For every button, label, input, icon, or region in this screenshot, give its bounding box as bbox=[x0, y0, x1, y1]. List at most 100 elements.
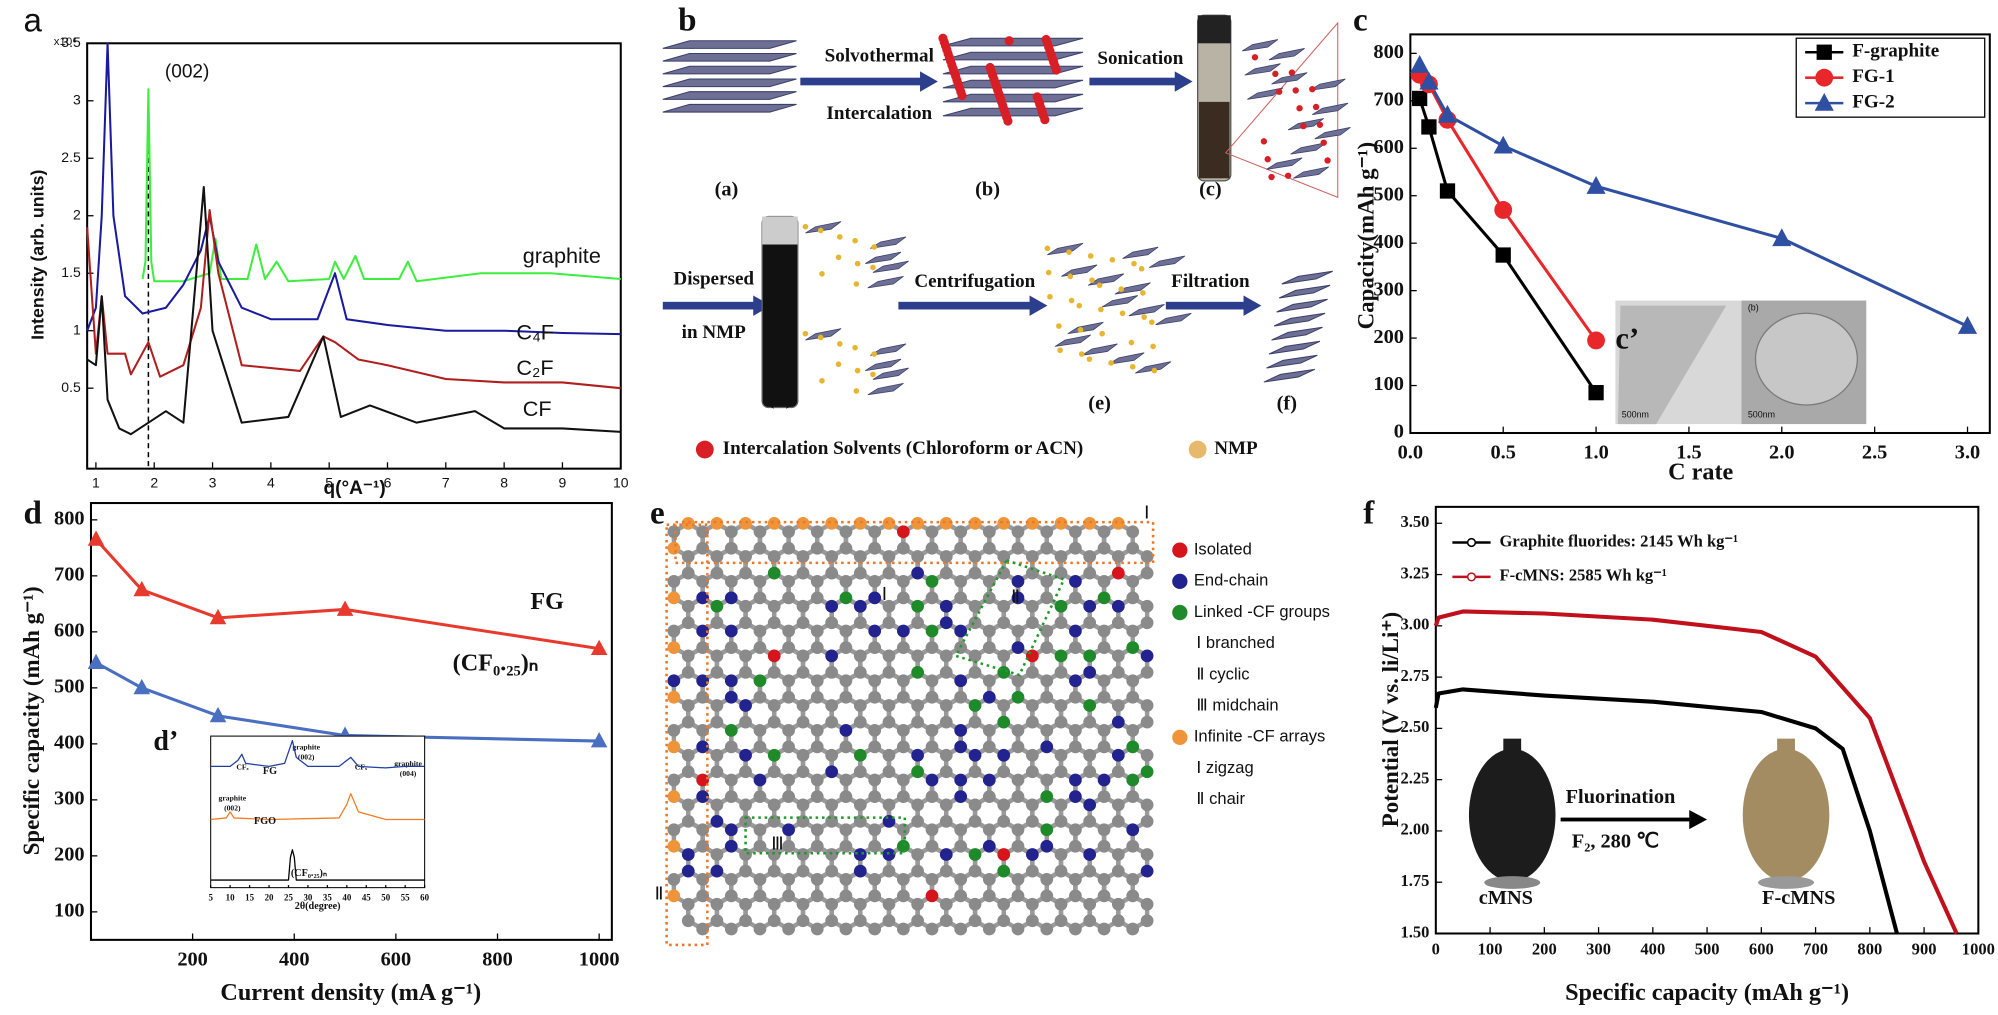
atom bbox=[1111, 666, 1125, 679]
atom bbox=[853, 864, 867, 878]
atom bbox=[1040, 922, 1054, 936]
y-tick-label: 300 bbox=[1373, 278, 1404, 300]
marker bbox=[1587, 331, 1605, 350]
atom bbox=[724, 773, 738, 787]
atom bbox=[724, 591, 738, 605]
x-tick-label: 45 bbox=[362, 892, 371, 902]
y-tick-label: 500 bbox=[54, 676, 85, 698]
solvent-ball bbox=[1296, 105, 1303, 112]
atom bbox=[810, 723, 824, 737]
nmp-ball bbox=[1119, 310, 1126, 317]
series-label: FGO bbox=[254, 816, 276, 827]
atom bbox=[796, 666, 810, 679]
atom bbox=[997, 715, 1011, 729]
nmp-ball bbox=[1109, 256, 1116, 263]
legend-marker bbox=[1814, 92, 1834, 111]
atom bbox=[1126, 525, 1140, 539]
atom bbox=[1126, 740, 1140, 754]
x-axis-label: q(°A⁻¹) bbox=[323, 478, 385, 499]
marker bbox=[87, 530, 105, 546]
solvent-ball bbox=[1275, 88, 1283, 95]
region-mark: Ⅱ bbox=[1011, 587, 1020, 607]
atom bbox=[911, 897, 924, 911]
panel-label: a bbox=[23, 3, 42, 40]
atom bbox=[796, 566, 810, 580]
atom bbox=[868, 690, 882, 704]
atom bbox=[853, 914, 867, 928]
legend-ball bbox=[695, 440, 714, 459]
atom bbox=[1111, 815, 1125, 828]
atom bbox=[982, 541, 996, 555]
atom bbox=[825, 649, 839, 663]
solvent-ball bbox=[1316, 121, 1324, 128]
atom bbox=[1126, 574, 1140, 588]
atom bbox=[667, 574, 681, 588]
atom bbox=[1140, 666, 1154, 679]
atom bbox=[724, 873, 738, 886]
x-tick-label: 3 bbox=[209, 475, 217, 491]
y-tick-label: 100 bbox=[54, 900, 85, 922]
atom bbox=[810, 889, 824, 903]
atom bbox=[681, 715, 695, 729]
atom bbox=[1011, 823, 1025, 837]
atom bbox=[796, 748, 810, 762]
atom bbox=[997, 599, 1011, 613]
nmp-ball bbox=[837, 341, 843, 347]
atom bbox=[839, 690, 853, 704]
atom bbox=[1097, 690, 1111, 704]
nmp-ball bbox=[852, 237, 858, 244]
atom bbox=[911, 649, 924, 663]
atom bbox=[853, 550, 867, 563]
atom bbox=[1040, 641, 1054, 654]
atom bbox=[739, 914, 752, 928]
nmp-ball bbox=[1098, 306, 1104, 313]
chart-3: 5 10 15 20 25 30 35 40 45 50 55 60 d’ 2θ(degree) graph… bbox=[153, 726, 429, 912]
atom bbox=[767, 897, 781, 911]
atom bbox=[739, 798, 752, 812]
atom bbox=[753, 674, 767, 688]
nmp-ball bbox=[1140, 290, 1146, 296]
atom bbox=[681, 914, 695, 928]
atom bbox=[767, 715, 781, 729]
atom bbox=[825, 599, 839, 613]
atom bbox=[753, 922, 767, 936]
x-tick-label: 600 bbox=[381, 948, 412, 970]
atom bbox=[1126, 773, 1140, 787]
atom bbox=[911, 715, 924, 729]
atom bbox=[939, 666, 953, 679]
flake bbox=[1047, 242, 1084, 256]
atom bbox=[882, 765, 896, 779]
atom bbox=[968, 864, 982, 878]
atom bbox=[724, 541, 738, 555]
nmp-ball bbox=[1076, 302, 1083, 309]
atom bbox=[954, 889, 968, 903]
x-axis-label: 2θ(degree) bbox=[295, 901, 341, 912]
atom bbox=[882, 550, 896, 563]
scale-bar-label: 500nm bbox=[1748, 410, 1775, 420]
atom bbox=[882, 566, 896, 580]
atom bbox=[696, 889, 710, 903]
atom bbox=[796, 649, 810, 663]
atom bbox=[1054, 649, 1068, 663]
atom bbox=[696, 922, 710, 936]
atom bbox=[997, 864, 1011, 878]
flake bbox=[1244, 63, 1281, 76]
graphene-layer bbox=[942, 107, 1084, 117]
atom bbox=[1140, 848, 1154, 861]
atom bbox=[968, 798, 982, 812]
atom bbox=[753, 723, 767, 737]
x-tick-label: 800 bbox=[482, 948, 513, 970]
atom bbox=[954, 541, 968, 555]
atom bbox=[767, 616, 781, 630]
atom bbox=[911, 864, 924, 878]
atom bbox=[882, 748, 896, 762]
solvent-ball bbox=[1051, 65, 1061, 75]
atom bbox=[853, 748, 867, 762]
atom bbox=[767, 748, 781, 762]
step-label: in NMP bbox=[682, 322, 747, 343]
atom bbox=[782, 624, 795, 638]
atom bbox=[1111, 517, 1125, 530]
atom bbox=[1069, 773, 1082, 787]
atom bbox=[853, 798, 867, 812]
